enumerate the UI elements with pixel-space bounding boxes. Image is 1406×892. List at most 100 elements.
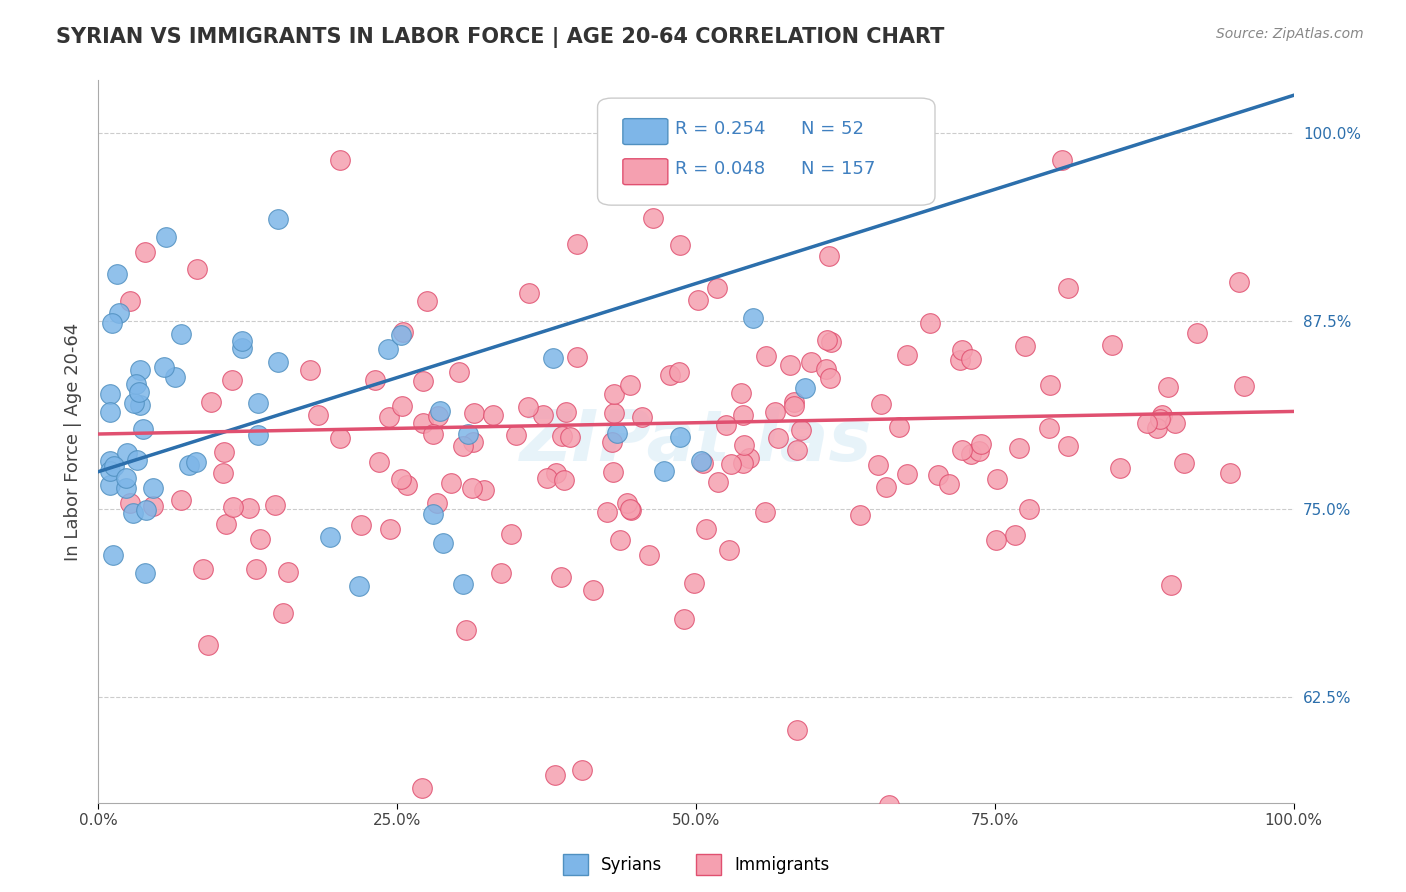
Point <box>463 406 485 420</box>
Point <box>793 381 815 395</box>
Point <box>782 395 804 409</box>
Point <box>606 426 628 441</box>
Point <box>120 293 142 308</box>
Point <box>544 466 567 480</box>
Point <box>416 294 439 309</box>
Text: N = 157: N = 157 <box>801 161 876 178</box>
Point <box>212 466 235 480</box>
Point <box>107 306 129 320</box>
Point <box>731 456 754 470</box>
Point <box>531 408 554 422</box>
Point <box>277 566 299 580</box>
Point <box>668 366 690 380</box>
Point <box>135 502 157 516</box>
Point <box>896 348 918 362</box>
Point <box>131 422 153 436</box>
Point <box>967 444 990 458</box>
Point <box>600 434 623 449</box>
Point <box>716 417 738 432</box>
Point <box>730 385 752 400</box>
Point <box>389 327 412 342</box>
Point <box>536 471 558 485</box>
Point <box>553 473 575 487</box>
Point <box>960 352 983 367</box>
Point <box>481 408 503 422</box>
Point <box>155 230 177 244</box>
Point <box>938 476 960 491</box>
Point <box>875 480 897 494</box>
Point <box>920 316 942 330</box>
Point <box>763 405 786 419</box>
Point <box>389 472 412 486</box>
Point <box>567 350 589 364</box>
Point <box>307 409 329 423</box>
Point <box>115 446 138 460</box>
Point <box>249 532 271 546</box>
Point <box>231 341 253 355</box>
Point <box>134 244 156 259</box>
Point <box>1056 439 1078 453</box>
Point <box>949 353 972 368</box>
Point <box>451 577 474 591</box>
Point <box>516 400 538 414</box>
Text: N = 52: N = 52 <box>801 120 865 138</box>
Point <box>950 343 973 357</box>
Point <box>499 526 522 541</box>
Point <box>609 533 631 547</box>
Point <box>367 455 389 469</box>
Point <box>582 582 605 597</box>
Point <box>98 463 122 477</box>
Point <box>247 427 270 442</box>
Point <box>105 267 128 281</box>
Point <box>970 436 993 450</box>
Point <box>422 427 444 442</box>
Point <box>350 518 373 533</box>
Point <box>101 548 124 562</box>
Point <box>620 503 643 517</box>
Point <box>596 505 619 519</box>
Point <box>103 458 125 473</box>
Point <box>1108 461 1130 475</box>
Point <box>98 386 122 401</box>
Point <box>950 442 973 457</box>
Point <box>1157 380 1180 394</box>
Point <box>186 262 208 277</box>
Point <box>449 365 471 379</box>
Point <box>1004 528 1026 542</box>
Point <box>631 410 654 425</box>
Point <box>1018 502 1040 516</box>
Point <box>786 443 808 458</box>
Point <box>128 384 150 399</box>
Point <box>472 483 495 497</box>
Point <box>887 419 910 434</box>
Point <box>815 362 838 376</box>
Point <box>616 496 638 510</box>
Point <box>673 612 696 626</box>
Point <box>603 387 626 401</box>
Point <box>1014 339 1036 353</box>
Point <box>1050 153 1073 167</box>
Point <box>329 431 352 445</box>
Point <box>391 400 413 414</box>
Point <box>98 454 122 468</box>
Point <box>128 398 150 412</box>
Point <box>142 481 165 495</box>
Point <box>505 428 527 442</box>
Point <box>692 456 714 470</box>
Point <box>786 723 808 738</box>
Point <box>695 521 717 535</box>
Point <box>1163 417 1185 431</box>
Point <box>517 285 540 300</box>
Point <box>221 373 243 387</box>
Point <box>191 562 214 576</box>
Point <box>1136 417 1159 431</box>
Point <box>818 370 841 384</box>
Point <box>1008 441 1031 455</box>
Point <box>603 406 626 420</box>
Point <box>489 566 512 580</box>
Text: R = 0.048: R = 0.048 <box>675 161 765 178</box>
Point <box>820 335 842 350</box>
Text: ZIPat las: ZIPat las <box>520 407 872 476</box>
Point <box>783 399 806 413</box>
Point <box>1173 456 1195 470</box>
